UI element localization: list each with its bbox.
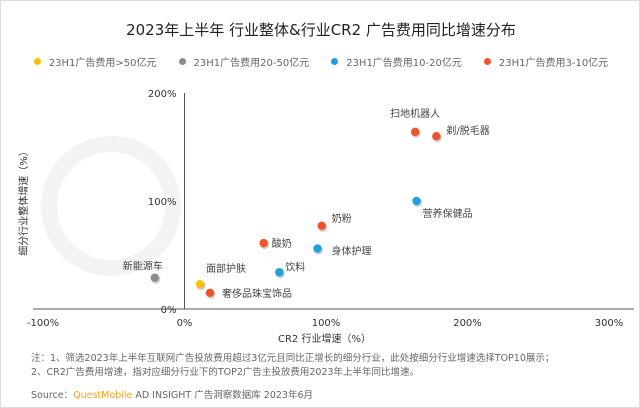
data-label: 酸奶 [272,237,292,250]
data-point [317,221,326,231]
data-label: 身体护理 [332,245,372,258]
y-tick-label: 0% [161,305,177,316]
data-label: 剃/脱毛器 [446,124,489,137]
note-line-1: 注：1、筛选2023年上半年互联网广告投放费用超过3亿元且同比正增长的细分行业，… [31,353,555,364]
legend: 23H1广告费用>50亿元 23H1广告费用20-50亿元 23H1广告费用10-2… [1,54,639,69]
note-line-2: 2、CR2广告费用增速，指对应细分行业下的TOP2广告主投放费用2023年上半年… [31,367,420,378]
data-point [410,127,420,137]
legend-marker [178,58,186,65]
data-point [150,273,159,282]
x-tick-label: 200% [453,318,482,329]
source-brand: QuestMobile [73,390,133,401]
data-point [259,238,268,248]
legend-item: 23H1广告费用>50亿元 [33,54,157,69]
legend-marker [331,58,339,65]
source-prefix: Source： [31,390,74,401]
data-point [432,132,441,141]
legend-marker [483,58,491,65]
data-point [313,244,322,253]
legend-marker [33,58,41,65]
data-label: 营养保健品 [423,207,473,220]
legend-item: 23H1广告费用3-10亿元 [483,54,609,69]
data-label: 面部护肤 [206,262,246,275]
x-tick-label: 300% [595,318,624,329]
chart-title: 2023年上半年 行业整体&行业CR2 广告费用同比增速分布 [126,21,516,39]
legend-label: 23H1广告费用10-20亿元 [346,58,462,69]
y-tick-label: 100% [148,197,177,208]
data-point [275,268,284,277]
watermark-logo-icon [41,136,181,276]
source-line: Source：QuestMobile AD INSIGHT 广告洞察数据库 20… [31,387,313,401]
data-point [195,279,205,289]
legend-item: 23H1广告费用20-50亿元 [178,54,310,69]
data-label: 奶粉 [332,212,352,225]
source-rest: AD INSIGHT 广告洞察数据库 2023年6月 [132,390,313,401]
x-tick-label: 100% [312,318,341,329]
data-label: 饮料 [285,260,305,273]
x-axis-label: CR2 行业增速（%） [278,332,371,345]
legend-label: 23H1广告费用20-50亿元 [193,58,310,69]
legend-label: 23H1广告费用>50亿元 [48,58,157,69]
data-point [412,196,421,206]
x-tick-label: 0% [177,318,193,329]
data-label: 扫地机器人 [390,107,440,120]
legend-label: 23H1广告费用3-10亿元 [498,58,609,69]
x-tick-label: -100% [27,318,59,329]
y-tick-label: 200% [148,89,177,100]
data-label: 新能源车 [123,260,163,273]
data-label: 奢侈品珠宝饰品 [222,287,292,300]
data-point [205,288,215,297]
y-axis-label: 细分行业整体增速（%） [17,146,30,256]
legend-item: 23H1广告费用10-20亿元 [331,54,462,69]
